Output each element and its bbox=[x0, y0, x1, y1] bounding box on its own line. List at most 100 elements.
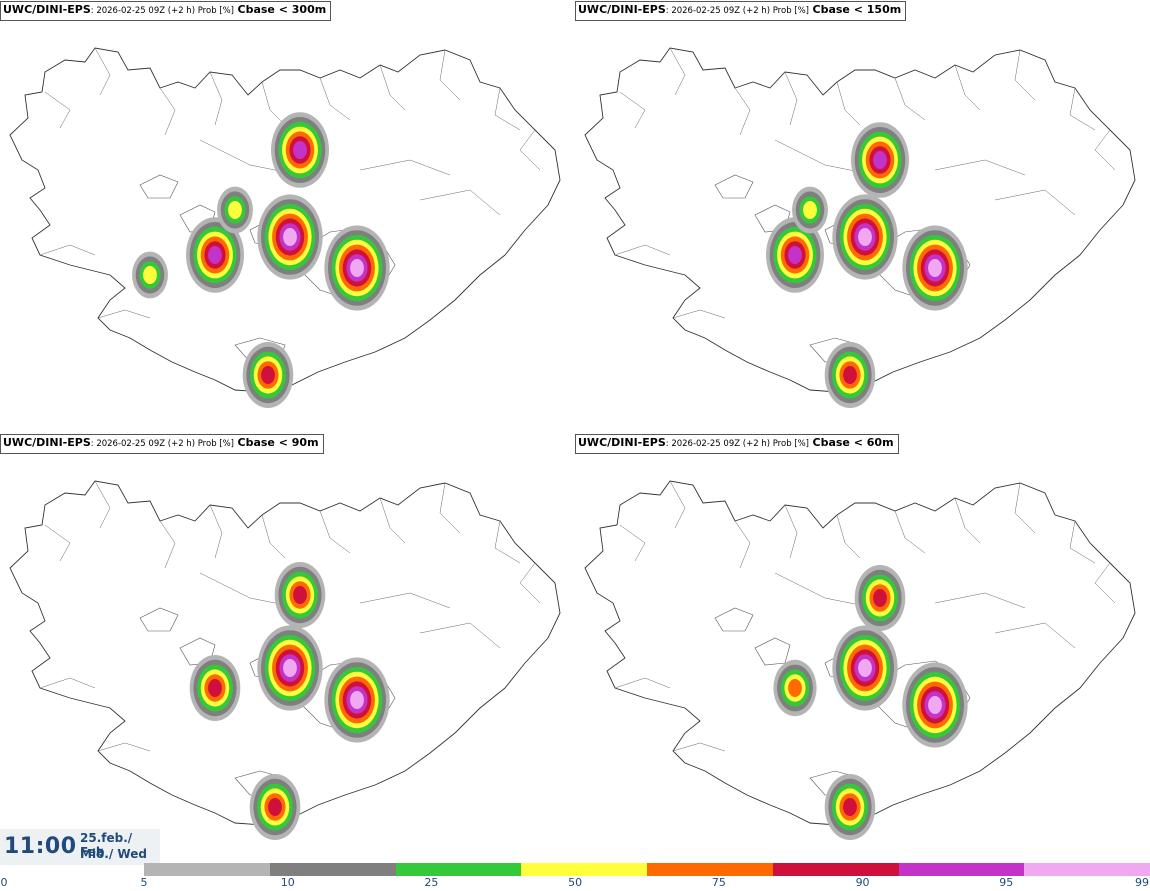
colorbar-segment bbox=[269, 863, 396, 876]
terrain-line bbox=[94, 480, 111, 529]
iceland-map bbox=[9, 47, 561, 408]
terrain-line bbox=[439, 482, 461, 534]
terrain-line bbox=[669, 47, 686, 96]
run-meta: : 2026-02-25 09Z (+2 h) Prob [%] bbox=[90, 6, 235, 16]
panel-title: UWC/DINI-EPS: 2026-02-25 09Z (+2 h) Prob… bbox=[0, 1, 332, 21]
colorbar-tick-label: 99 bbox=[1135, 876, 1149, 889]
glacier-outline bbox=[139, 174, 179, 199]
probability-area bbox=[274, 562, 326, 628]
panel-title: UWC/DINI-EPS: 2026-02-25 09Z (+2 h) Prob… bbox=[575, 1, 907, 21]
colorbar-segment bbox=[521, 863, 647, 876]
probability-area bbox=[902, 225, 968, 311]
terrain-line bbox=[1094, 562, 1116, 604]
colorbar-tick-label: 5 bbox=[140, 876, 148, 889]
threshold-label: Cbase < 90m bbox=[237, 436, 319, 449]
terrain-line bbox=[209, 504, 223, 559]
terrain-line bbox=[97, 309, 151, 319]
iceland-map bbox=[584, 47, 1136, 408]
colorbar-tick-label: 50 bbox=[568, 876, 583, 889]
terrain-line bbox=[1069, 520, 1096, 564]
terrain-line bbox=[954, 497, 981, 544]
terrain-line bbox=[261, 514, 286, 559]
panel-title: UWC/DINI-EPS: 2026-02-25 09Z (+2 h) Prob… bbox=[575, 434, 899, 454]
terrain-line bbox=[494, 520, 521, 564]
probability-contour bbox=[293, 586, 307, 604]
terrain-line bbox=[734, 87, 751, 136]
colorbar-segment bbox=[144, 863, 270, 876]
probability-area bbox=[824, 774, 876, 840]
probability-contour bbox=[843, 366, 857, 384]
colorbar-tick-label: 90 bbox=[855, 876, 870, 889]
colorbar-segment bbox=[772, 863, 899, 876]
probability-area bbox=[189, 655, 241, 721]
probability-contour bbox=[293, 141, 307, 159]
probability-contour bbox=[208, 679, 222, 697]
probability-contour bbox=[858, 659, 872, 677]
probability-area bbox=[832, 194, 898, 280]
probability-contour bbox=[873, 151, 887, 169]
terrain-line bbox=[619, 524, 646, 562]
colorbar-tick-label: 0 bbox=[0, 876, 8, 889]
probability-contour bbox=[873, 589, 887, 607]
terrain-line bbox=[439, 49, 461, 101]
valid-weekday: Mið./ Wed bbox=[80, 847, 147, 861]
probability-contour bbox=[261, 366, 275, 384]
probability-contour bbox=[843, 798, 857, 816]
terrain-line bbox=[209, 71, 223, 126]
terrain-line bbox=[519, 129, 541, 171]
terrain-line bbox=[379, 64, 406, 111]
terrain-line bbox=[614, 244, 671, 256]
probability-area bbox=[186, 217, 244, 293]
valid-time-clock: 11:00 bbox=[4, 834, 77, 859]
probability-contour bbox=[283, 228, 297, 246]
colorbar-tick-label: 95 bbox=[999, 876, 1014, 889]
probability-area bbox=[324, 657, 390, 743]
glacier-outline bbox=[714, 174, 754, 199]
glacier-outline bbox=[179, 637, 216, 666]
probability-area bbox=[851, 122, 909, 198]
probability-area bbox=[773, 659, 817, 717]
probability-area bbox=[257, 625, 323, 711]
iceland-map bbox=[9, 480, 561, 840]
terrain-line bbox=[39, 244, 96, 256]
terrain-line bbox=[159, 520, 176, 569]
glacier-outline bbox=[714, 607, 754, 632]
terrain-line bbox=[894, 77, 926, 121]
probability-contour bbox=[228, 201, 242, 219]
terrain-line bbox=[784, 71, 798, 126]
probability-contour bbox=[208, 246, 222, 264]
map-panel-150m: UWC/DINI-EPS: 2026-02-25 09Z (+2 h) Prob… bbox=[575, 0, 1150, 430]
colorbar-tick-label: 75 bbox=[711, 876, 726, 889]
probability-area bbox=[792, 186, 828, 234]
probability-area bbox=[249, 774, 301, 840]
terrain-line bbox=[954, 64, 981, 111]
glacier-outline bbox=[139, 607, 179, 632]
terrain-line bbox=[836, 514, 861, 559]
probability-contour bbox=[268, 798, 282, 816]
terrain-line bbox=[669, 480, 686, 529]
terrain-line bbox=[359, 159, 451, 176]
panel-title: UWC/DINI-EPS: 2026-02-25 09Z (+2 h) Prob… bbox=[0, 434, 324, 454]
map-panel-60m: UWC/DINI-EPS: 2026-02-25 09Z (+2 h) Prob… bbox=[575, 433, 1150, 863]
terrain-line bbox=[319, 510, 351, 554]
terrain-line bbox=[672, 742, 726, 752]
probability-contour bbox=[928, 696, 942, 714]
run-meta: : 2026-02-25 09Z (+2 h) Prob [%] bbox=[665, 6, 810, 16]
probability-contour bbox=[283, 659, 297, 677]
terrain-line bbox=[261, 81, 286, 126]
threshold-label: Cbase < 60m bbox=[812, 436, 894, 449]
probability-contour bbox=[788, 246, 802, 264]
colorbar-segment bbox=[898, 863, 1025, 876]
terrain-line bbox=[619, 91, 646, 129]
iceland-map bbox=[584, 480, 1136, 840]
terrain-line bbox=[419, 622, 501, 649]
probability-contour bbox=[788, 679, 802, 697]
terrain-line bbox=[44, 91, 71, 129]
map-panel-300m: UWC/DINI-EPS: 2026-02-25 09Z (+2 h) Prob… bbox=[0, 0, 575, 430]
terrain-line bbox=[419, 189, 501, 216]
probability-colorbar bbox=[144, 863, 1150, 876]
terrain-line bbox=[994, 189, 1076, 216]
model-name: UWC/DINI-EPS bbox=[578, 3, 666, 16]
terrain-line bbox=[614, 677, 671, 689]
model-name: UWC/DINI-EPS bbox=[3, 436, 91, 449]
